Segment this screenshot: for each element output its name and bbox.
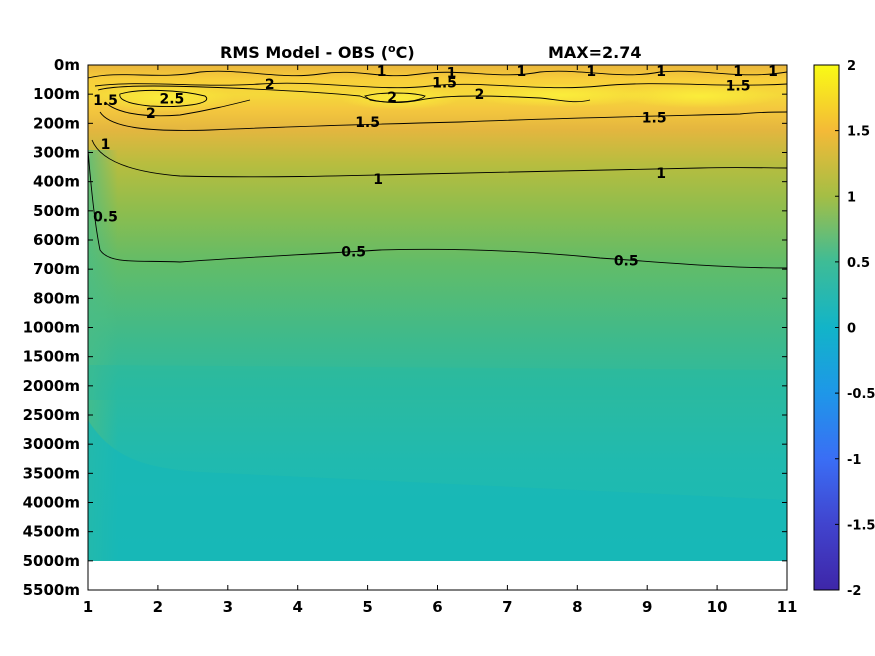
contour-label: 0.5 <box>341 245 366 261</box>
colorbar-ticks: 2 1.5 1 0.5 0 -0.5 -1 -1.5 -2 <box>835 59 875 599</box>
x-tick-label: 1 <box>83 598 93 616</box>
contour-label: 1 <box>377 64 387 80</box>
y-tick-label: 200m <box>33 114 80 132</box>
colorbar-tick-label: 0.5 <box>847 256 870 271</box>
y-tick-label: 800m <box>33 289 80 307</box>
y-tick-label: 4000m <box>23 494 80 512</box>
colorbar-tick-label: 1 <box>847 190 856 205</box>
colorbar-tick-label: 0 <box>847 322 856 337</box>
contour-label: 0.5 <box>614 253 639 269</box>
chart-max-annotation: MAX=2.74 <box>548 43 642 62</box>
x-tick-label: 3 <box>223 598 233 616</box>
contour-label: 2 <box>387 90 397 106</box>
y-tick-label: 100m <box>33 85 80 103</box>
contour-label: 1 <box>768 64 778 80</box>
y-tick-label: 700m <box>33 260 80 278</box>
y-tick-label: 5000m <box>23 552 80 570</box>
contour-label: 1 <box>656 166 666 182</box>
chart-title: RMS Model - OBS (oC) <box>220 42 415 62</box>
contour-label: 1 <box>447 65 457 81</box>
contour-1.5-top <box>94 82 788 89</box>
contour-label: 1.5 <box>432 76 457 92</box>
colorbar-tick-label: -2 <box>847 584 861 599</box>
y-tick-label: 3000m <box>23 435 80 453</box>
x-axis: 1 2 3 4 5 6 7 8 9 10 11 <box>83 65 798 616</box>
colorbar-tick-label: -0.5 <box>847 387 875 402</box>
y-axis: 0m 100m 200m 300m 400m 500m 600m 700m 800m 1000m 1… <box>23 56 787 599</box>
colorbar-tick-label: 2 <box>847 59 856 74</box>
colorbar-tick-label: -1 <box>847 453 861 468</box>
contour-label: 1 <box>656 64 666 80</box>
x-tick-label: 10 <box>707 598 728 616</box>
y-tick-label: 2000m <box>23 377 80 395</box>
contour-1-top <box>87 70 788 79</box>
contour-label: 1 <box>517 64 527 80</box>
contour-label: 1.5 <box>642 111 667 127</box>
contour-2-lower <box>104 99 251 117</box>
contour-label: 1 <box>733 64 743 80</box>
x-tick-label: 5 <box>362 598 372 616</box>
contour-label: 1.5 <box>355 115 380 131</box>
y-tick-label: 1500m <box>23 348 80 366</box>
colorbar-tick-label: 1.5 <box>847 125 870 140</box>
contour-labels: 11.51 1 1 1 1 122.522 21.51.51.51.511 10.50.50.… <box>93 64 778 270</box>
y-tick-label: 500m <box>33 202 80 220</box>
contour-label: 1 <box>373 172 383 188</box>
contour-label: 2.5 <box>159 92 184 108</box>
contour-label: 2 <box>475 87 485 103</box>
y-tick-label: 300m <box>33 144 80 162</box>
contour-label: 1 <box>101 137 111 153</box>
colorbar-gradient <box>813 64 840 591</box>
x-tick-label: 11 <box>777 598 798 616</box>
colorbar-tick-label: -1.5 <box>847 518 875 533</box>
y-tick-label: 400m <box>33 173 80 191</box>
x-tick-label: 4 <box>292 598 302 616</box>
contour-label: 1 <box>586 64 596 80</box>
contour-label: 1.5 <box>93 93 118 109</box>
y-tick-label: 1000m <box>23 319 80 337</box>
y-tick-label: 5500m <box>23 581 80 599</box>
y-tick-label: 600m <box>33 231 80 249</box>
x-tick-label: 8 <box>572 598 582 616</box>
y-tick-label: 0m <box>54 56 80 74</box>
x-tick-label: 2 <box>153 598 163 616</box>
x-tick-label: 6 <box>432 598 442 616</box>
x-tick-label: 7 <box>502 598 512 616</box>
filled-contour-field <box>88 65 787 561</box>
contour-1.5-deep <box>99 111 788 131</box>
contour-0.5 <box>87 149 788 269</box>
y-tick-label: 3500m <box>23 464 80 482</box>
contour-1 <box>91 139 788 178</box>
y-tick-label: 4500m <box>23 523 80 541</box>
colorbar: 2 1.5 1 0.5 0 -0.5 -1 -1.5 -2 <box>813 59 875 599</box>
contour-label: 1.5 <box>726 78 751 94</box>
x-tick-label: 9 <box>642 598 652 616</box>
contour-2 <box>97 85 591 104</box>
contour-label: 2 <box>146 106 156 122</box>
contour-2.5 <box>119 89 208 107</box>
contour-label: 0.5 <box>93 210 118 226</box>
contour-lines <box>87 70 788 269</box>
y-tick-label: 2500m <box>23 406 80 424</box>
contour-2-mid <box>364 92 426 103</box>
contour-label: 2 <box>265 77 275 93</box>
